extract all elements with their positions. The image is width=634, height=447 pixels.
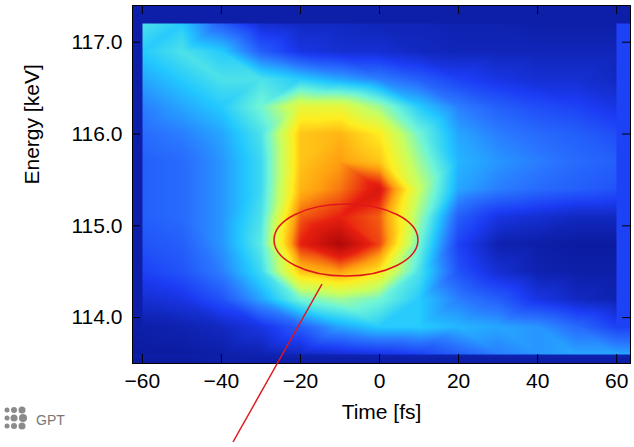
svg-text:40: 40 <box>526 369 549 392</box>
svg-text:−20: −20 <box>283 369 319 392</box>
svg-text:114.0: 114.0 <box>72 305 123 328</box>
svg-text:20: 20 <box>447 369 470 392</box>
html-text:GPT: GPT <box>36 412 65 428</box>
svg-text:−40: −40 <box>204 369 240 392</box>
svg-text:Time [fs]: Time [fs] <box>342 400 422 423</box>
svg-text:116.0: 116.0 <box>72 122 123 145</box>
svg-text:Energy [keV]: Energy [keV] <box>20 64 43 184</box>
svg-text:115.0: 115.0 <box>72 214 123 237</box>
svg-text:0: 0 <box>374 369 386 392</box>
svg-text:−60: −60 <box>125 369 161 392</box>
svg-text:117.0: 117.0 <box>72 30 123 53</box>
svg-text:60: 60 <box>605 369 628 392</box>
